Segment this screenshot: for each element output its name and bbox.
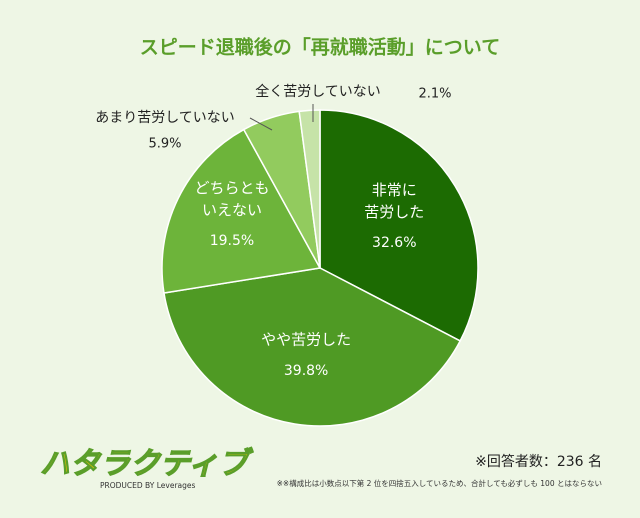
category-label: やや苦労した xyxy=(261,330,351,348)
category-label: 非常に苦労した xyxy=(364,180,424,220)
value-label: 2.1% xyxy=(418,87,451,102)
pie-slice xyxy=(319,109,479,342)
pie-slice xyxy=(298,109,321,269)
value-label: 5.9% xyxy=(148,137,181,152)
footnote: ※※構成比は小数点以下第 2 位を四捨五入しているため、合計しても必ずしも 10… xyxy=(277,478,602,488)
value-label: 32.6% xyxy=(372,235,416,251)
pie-slice xyxy=(161,128,322,294)
logo: ハタラクティブ xyxy=(40,447,254,482)
respondents-note: ※回答者数：236 名 xyxy=(475,453,602,470)
value-label: 39.8% xyxy=(284,363,328,379)
pie-slice xyxy=(163,267,462,427)
credit: PRODUCED BY Leverages xyxy=(100,481,196,490)
category-label: 全く苦労していない xyxy=(255,83,381,100)
category-label: あまり苦労していない xyxy=(95,110,235,126)
chart-title: スピード退職後の「再就職活動」について xyxy=(140,36,500,59)
value-label: 19.5% xyxy=(210,233,254,249)
leader-line xyxy=(249,117,273,131)
category-label: どちらともいえない xyxy=(194,179,269,219)
